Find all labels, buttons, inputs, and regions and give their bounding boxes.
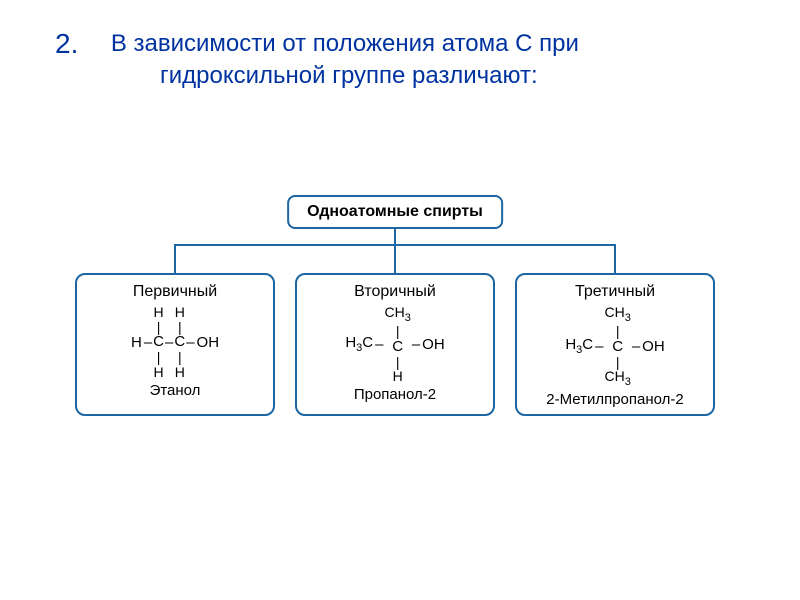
child-title-secondary: Вторичный xyxy=(301,283,489,301)
root-box: Одноатомные спирты xyxy=(287,195,503,229)
bond: – xyxy=(185,335,195,350)
h-left: H xyxy=(130,335,143,350)
heading: 2. В зависимости от положения атома С пр… xyxy=(55,28,760,93)
c2: H | C | H xyxy=(174,305,185,380)
oh: OH xyxy=(421,337,446,352)
oh: OH xyxy=(196,335,221,350)
child-box-primary: Первичный H – H | C | H – H | C | H xyxy=(75,273,275,416)
h3c-left: H3C xyxy=(564,337,594,356)
root-label: Одноатомные спирты xyxy=(307,203,483,220)
formula-ethanol: H – H | C | H – H | C | H – OH xyxy=(81,305,269,380)
child-bottom-tertiary: 2-Метилпропанол-2 xyxy=(521,391,709,408)
bond: – xyxy=(374,337,384,352)
child-title-tertiary: Третичный xyxy=(521,283,709,301)
c-center: CH3 | C | H xyxy=(384,305,410,384)
child-bottom-secondary: Пропанол-2 xyxy=(301,386,489,403)
bond: – xyxy=(631,339,641,354)
bond: – xyxy=(164,335,174,350)
bond: – xyxy=(411,337,421,352)
c1: H | C | H xyxy=(153,305,164,380)
child-box-secondary: Вторичный H3C – CH3 | C | H – OH Пропано… xyxy=(295,273,495,416)
bond: – xyxy=(143,335,153,350)
child-box-tertiary: Третичный H3C – CH3 | C | CH3 – OH 2-Мет… xyxy=(515,273,715,416)
heading-line1: В зависимости от положения атома С при xyxy=(111,30,579,57)
formula-propanol2: H3C – CH3 | C | H – OH xyxy=(301,305,489,384)
oh: OH xyxy=(641,339,666,354)
h3c-left: H3C xyxy=(344,335,374,354)
heading-line2: гидроксильной группе различают: xyxy=(160,60,760,92)
child-bottom-primary: Этанол xyxy=(81,382,269,399)
heading-number: 2. xyxy=(55,28,78,60)
c-center: CH3 | C | CH3 xyxy=(604,305,630,389)
bond: – xyxy=(594,339,604,354)
child-title-primary: Первичный xyxy=(81,283,269,301)
formula-methylpropanol2: H3C – CH3 | C | CH3 – OH xyxy=(521,305,709,389)
children-row: Первичный H – H | C | H – H | C | H xyxy=(75,273,715,416)
